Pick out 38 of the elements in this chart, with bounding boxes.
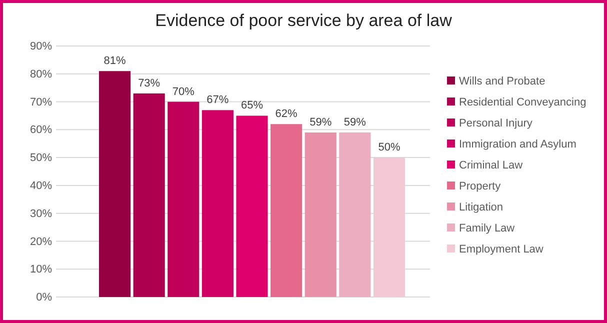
legend-label: Litigation xyxy=(459,202,504,214)
y-tick-label: 50% xyxy=(30,152,52,164)
data-label: 73% xyxy=(138,77,160,90)
bar xyxy=(373,158,405,297)
bar xyxy=(236,116,268,297)
legend-label: Criminal Law xyxy=(459,160,523,172)
legend-label: Wills and Probate xyxy=(459,76,546,88)
bar xyxy=(339,132,371,297)
data-label: 81% xyxy=(104,55,126,68)
data-label: 70% xyxy=(172,86,195,98)
y-tick-label: 20% xyxy=(30,236,52,248)
data-label: 67% xyxy=(206,94,229,106)
chart-title: Evidence of poor service by area of law xyxy=(155,11,453,30)
bar xyxy=(304,132,336,297)
data-label: 59% xyxy=(310,116,332,128)
y-tick-label: 70% xyxy=(30,96,52,108)
y-tick-label: 10% xyxy=(30,264,52,276)
y-tick-label: 80% xyxy=(30,68,52,80)
data-label: 50% xyxy=(378,142,400,154)
bar xyxy=(133,93,165,297)
legend-label: Family Law xyxy=(459,222,515,234)
legend-label: Employment Law xyxy=(459,244,544,256)
legend-label: Personal Injury xyxy=(459,118,533,130)
bar xyxy=(270,124,302,297)
legend-label: Immigration and Asylum xyxy=(459,138,576,150)
y-tick-label: 90% xyxy=(30,40,52,53)
bar xyxy=(168,102,200,297)
data-label: 62% xyxy=(275,108,298,120)
y-tick-label: 0% xyxy=(36,292,52,304)
legend-label: Residential Conveyancing xyxy=(459,96,586,108)
data-label: 65% xyxy=(240,100,264,112)
y-tick-label: 40% xyxy=(30,180,52,192)
y-tick-label: 60% xyxy=(30,124,52,136)
bar xyxy=(99,71,131,297)
data-label: 59% xyxy=(344,116,366,128)
bar xyxy=(202,110,234,297)
legend-label: Property xyxy=(459,180,502,192)
y-tick-label: 30% xyxy=(30,208,52,220)
